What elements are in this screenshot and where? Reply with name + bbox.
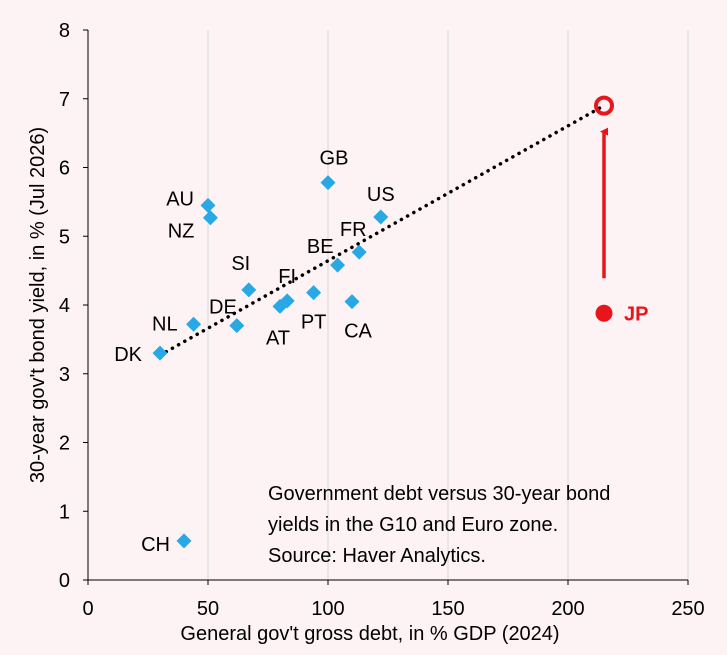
point-si <box>241 282 257 298</box>
y-tick-label: 1 <box>59 501 70 523</box>
trendline <box>158 103 606 357</box>
point-nz <box>202 210 218 226</box>
y-tick-labels: 0 1 2 3 4 5 6 7 8 <box>59 20 88 592</box>
point-jp-projected <box>594 95 614 116</box>
annotation-line-2: yields in the G10 and Euro zone. <box>268 514 558 536</box>
x-tick-labels: 0 50 100 150 200 250 <box>82 580 705 620</box>
x-axis-label: General gov't gross debt, in % GDP (2024… <box>180 623 559 645</box>
label-si: SI <box>231 253 250 275</box>
label-au: AU <box>166 188 194 210</box>
label-ch: CH <box>141 534 170 556</box>
y-tick-label: 4 <box>59 295 70 317</box>
point-fr <box>351 244 367 260</box>
point-fi <box>279 293 295 309</box>
y-tick-label: 3 <box>59 364 70 386</box>
label-ca: CA <box>344 321 372 343</box>
y-tick-label: 5 <box>59 226 70 248</box>
label-gb: GB <box>320 148 349 170</box>
point-nl <box>186 316 202 332</box>
point-gb <box>320 175 336 191</box>
label-nl: NL <box>152 313 178 335</box>
point-ch <box>176 533 192 549</box>
data-points <box>152 95 614 549</box>
label-pt: PT <box>301 312 327 334</box>
annotation-line-3: Source: Haver Analytics. <box>268 545 486 567</box>
y-tick-label: 7 <box>59 89 70 111</box>
x-tick-label: 0 <box>82 598 93 620</box>
point-jp <box>595 304 613 322</box>
label-at: AT <box>266 327 290 349</box>
y-axis-label: 30-year gov't bond yield, in % (Jul 2026… <box>27 127 49 483</box>
point-au <box>200 197 216 213</box>
label-fi: FI <box>278 266 296 288</box>
y-tick-label: 6 <box>59 158 70 180</box>
x-tick-label: 100 <box>311 598 344 620</box>
point-ca <box>344 294 360 310</box>
gridlines <box>207 30 689 580</box>
x-tick-label: 200 <box>551 598 584 620</box>
label-dk: DK <box>114 344 142 366</box>
label-de: DE <box>209 297 237 319</box>
trendline-dotted <box>158 103 606 357</box>
label-fr: FR <box>340 219 367 241</box>
y-tick-label: 2 <box>59 433 70 455</box>
annotation-line-1: Government debt versus 30-year bond <box>268 483 610 505</box>
point-us <box>373 209 389 225</box>
x-tick-label: 50 <box>197 598 219 620</box>
point-pt <box>306 285 322 301</box>
label-jp: JP <box>624 303 648 325</box>
point-de <box>229 318 245 334</box>
point-be <box>330 257 346 273</box>
label-be: BE <box>307 236 334 258</box>
x-tick-label: 150 <box>431 598 464 620</box>
x-tick-label: 250 <box>671 598 704 620</box>
y-tick-label: 0 <box>59 570 70 592</box>
point-dk <box>152 345 168 361</box>
label-nz: NZ <box>168 221 195 243</box>
label-us: US <box>367 184 395 206</box>
y-tick-label: 8 <box>59 20 70 42</box>
